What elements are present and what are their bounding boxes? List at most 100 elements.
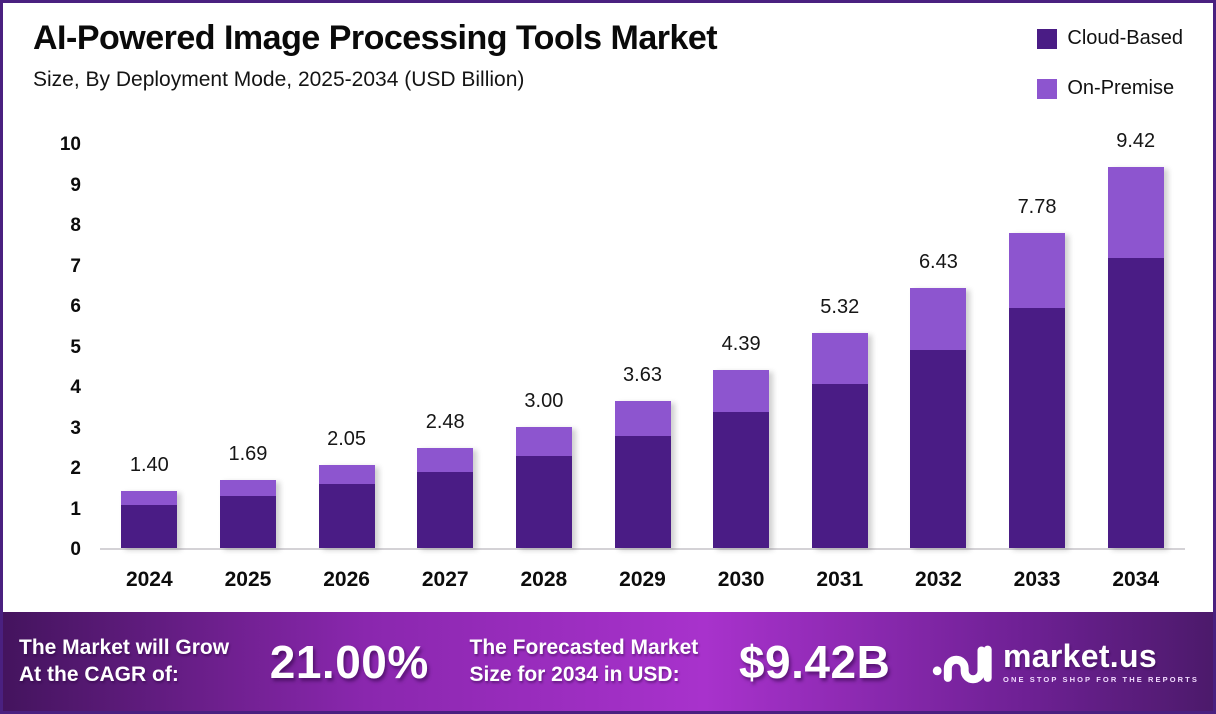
x-tick-label: 2034 xyxy=(1112,568,1160,591)
bar-stack xyxy=(417,447,474,548)
bar-value-label: 1.69 xyxy=(228,442,268,465)
bar-stack xyxy=(515,426,572,548)
brand-tagline: ONE STOP SHOP FOR THE REPORTS xyxy=(1003,674,1199,684)
bar-group-2025: 1.69 xyxy=(219,443,276,548)
x-tick-label: 2033 xyxy=(1013,568,1061,591)
brand-name: market.us xyxy=(1003,637,1157,674)
bar-group-2033: 7.78 xyxy=(1009,196,1066,548)
y-tick-label: 3 xyxy=(70,417,81,439)
bar-group-2027: 2.48 xyxy=(417,411,474,548)
bar-value-label: 3.00 xyxy=(524,389,564,412)
marketus-logo-icon xyxy=(932,645,992,683)
bar-segment-cloud-based xyxy=(811,383,868,548)
bar-stack xyxy=(910,287,967,548)
bar-segment-cloud-based xyxy=(1107,257,1164,548)
y-tick-label: 6 xyxy=(70,296,81,317)
bar-segment-cloud-based xyxy=(713,412,770,548)
bar-group-2034: 9.42 xyxy=(1107,130,1164,548)
bar-stack xyxy=(713,370,770,548)
legend-item-on-premise: On-Premise xyxy=(1037,77,1183,100)
bar-group-2031: 5.32 xyxy=(811,296,868,548)
forecast-value: $9.42B xyxy=(738,635,891,688)
chart-subtitle: Size, By Deployment Mode, 2025-2034 (USD… xyxy=(33,68,525,92)
bar-segment-on-premise xyxy=(121,491,178,506)
y-tick-label: 9 xyxy=(70,174,81,196)
bar-group-2028: 3.00 xyxy=(515,390,572,548)
bar-segment-cloud-based xyxy=(515,455,572,548)
bar-segment-on-premise xyxy=(515,426,572,456)
x-tick-label: 2030 xyxy=(717,568,765,591)
bar-segment-on-premise xyxy=(417,447,474,472)
bar-value-label: 2.48 xyxy=(425,410,465,433)
y-tick-label: 8 xyxy=(70,215,81,236)
bar-value-label: 6.43 xyxy=(918,250,958,273)
bar-segment-cloud-based xyxy=(910,349,967,548)
page-title: AI-Powered Image Processing Tools Market xyxy=(33,19,718,57)
bar-segment-on-premise xyxy=(811,332,868,384)
x-tick-label: 2026 xyxy=(323,568,370,591)
bar-stack xyxy=(1009,232,1066,548)
y-tick-label: 5 xyxy=(70,336,81,358)
cagr-value: 21.00% xyxy=(269,635,429,688)
bar-segment-on-premise xyxy=(1009,232,1066,309)
bar-value-label: 9.42 xyxy=(1116,129,1156,152)
on-premise-swatch-icon xyxy=(1037,78,1058,99)
bar-value-label: 4.39 xyxy=(721,333,761,356)
bar-value-label: 7.78 xyxy=(1017,195,1057,218)
bar-value-label: 3.63 xyxy=(623,364,662,386)
y-tick-label: 7 xyxy=(70,255,81,277)
forecast-caption-line2: Size for 2034 in USD: xyxy=(469,662,680,686)
x-tick-label: 2032 xyxy=(915,568,962,591)
bar-stack xyxy=(121,491,178,548)
cagr-caption-line1: The Market will Grow xyxy=(19,635,230,659)
x-tick-label: 2025 xyxy=(224,568,272,591)
legend-label-on-premise: On-Premise xyxy=(1067,77,1175,99)
bar-segment-cloud-based xyxy=(614,436,671,548)
bar-stack xyxy=(219,479,276,548)
cagr-caption: The Market will Grow At the CAGR of: xyxy=(19,635,229,689)
legend-label-cloud-based: Cloud-Based xyxy=(1067,27,1183,49)
bar-group-2032: 6.43 xyxy=(910,251,967,548)
bar-segment-on-premise xyxy=(219,479,276,496)
x-tick-label: 2031 xyxy=(816,568,864,591)
x-tick-label: 2029 xyxy=(619,568,666,591)
cloud-based-swatch-icon xyxy=(1037,28,1058,49)
header: AI-Powered Image Processing Tools Market… xyxy=(33,19,973,92)
bar-value-label: 5.32 xyxy=(820,295,860,318)
bar-segment-on-premise xyxy=(1107,166,1164,258)
brand-logo: market.us ONE STOP SHOP FOR THE REPORTS xyxy=(931,637,1199,687)
bar-group-2029: 3.63 xyxy=(614,364,671,548)
bar-stack xyxy=(1107,166,1164,548)
bar-group-2030: 4.39 xyxy=(713,333,770,548)
bar-value-label: 2.05 xyxy=(327,427,367,450)
y-tick-label: 2 xyxy=(70,458,81,479)
bar-segment-cloud-based xyxy=(417,471,474,548)
bar-stack xyxy=(318,464,375,548)
forecast-caption: The Forecasted Market Size for 2034 in U… xyxy=(470,635,699,689)
bar-segment-cloud-based xyxy=(219,495,276,548)
legend: Cloud-Based On-Premise xyxy=(1037,27,1183,100)
forecast-caption-line1: The Forecasted Market xyxy=(469,635,699,659)
bar-segment-cloud-based xyxy=(1009,308,1066,548)
bar-group-2026: 2.05 xyxy=(318,428,375,548)
y-tick-label: 4 xyxy=(70,377,81,398)
y-tick-label: 10 xyxy=(59,134,81,155)
y-tick-label: 0 xyxy=(70,539,81,560)
bar-segment-on-premise xyxy=(713,370,770,413)
bar-group-2024: 1.40 xyxy=(121,454,178,548)
bar-segment-on-premise xyxy=(318,464,375,485)
brand-text: market.us ONE STOP SHOP FOR THE REPORTS xyxy=(1003,640,1199,684)
x-tick-label: 2027 xyxy=(421,568,469,591)
bar-stack xyxy=(614,401,671,548)
bar-stack xyxy=(811,332,868,548)
bar-segment-cloud-based xyxy=(121,505,178,548)
cagr-caption-line2: At the CAGR of: xyxy=(19,662,179,686)
legend-item-cloud-based: Cloud-Based xyxy=(1037,27,1183,50)
bar-segment-cloud-based xyxy=(318,484,375,548)
plot-area: 1.40 2024 1.69 2025 2.05 2026 2.48 2027 3.00 2028… xyxy=(100,130,1185,591)
bar-value-label: 1.40 xyxy=(129,454,169,477)
banner: The Market will Grow At the CAGR of: 21.… xyxy=(3,612,1213,711)
bar-segment-on-premise xyxy=(910,287,967,350)
x-tick-label: 2024 xyxy=(125,568,173,591)
